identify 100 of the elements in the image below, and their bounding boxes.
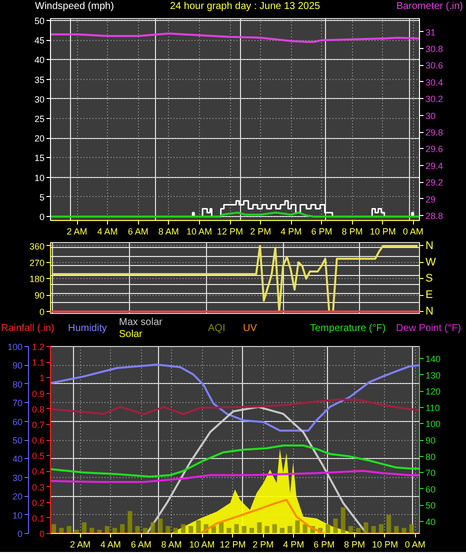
- y-tick-label: 50: [34, 16, 45, 26]
- y2-tick-label: 1.1: [32, 358, 45, 368]
- y-tick-label: 60: [12, 416, 23, 427]
- y2-tick-label: 31: [426, 27, 436, 38]
- text: AQI: [208, 323, 226, 335]
- x-tick-label: 8 PM: [344, 540, 366, 550]
- y2-tick-label: 30.2: [426, 94, 444, 104]
- y2-tick-label: 29.4: [426, 160, 444, 171]
- x-tick-label: 0 AM: [404, 540, 426, 550]
- x-tick-label: 8 PM: [342, 226, 363, 236]
- y-tick-label: 30: [12, 472, 23, 483]
- text: S: [426, 272, 433, 285]
- y-tick-label: 10: [34, 172, 45, 183]
- y-tick-label: 180: [29, 274, 45, 284]
- x-tick-label: 4 PM: [280, 226, 302, 236]
- text: Max solar: [119, 317, 162, 329]
- y2-tick-label: 29.2: [426, 178, 444, 188]
- text: W: [426, 256, 436, 268]
- y2-tick-label: 1.2: [32, 342, 45, 352]
- y-tick-label: 30: [34, 94, 45, 104]
- y3-tick-label: 90: [426, 436, 436, 446]
- y3-tick-label: 140: [426, 354, 441, 364]
- text: Solar: [119, 329, 142, 341]
- y2-tick-label: 0.5: [32, 451, 45, 462]
- y-axis-title: Windspeed (mph): [35, 1, 114, 13]
- x-tick-label: 10 PM: [370, 226, 396, 236]
- y2-tick-label: 1: [39, 373, 45, 384]
- text: UV: [243, 323, 257, 335]
- y-tick-label: 5: [39, 192, 45, 202]
- y-tick-label: 40: [34, 55, 45, 66]
- x-tick-label: 6 PM: [311, 226, 332, 236]
- x-tick-label: 2 PM: [252, 540, 274, 550]
- y-tick-label: 25: [34, 114, 45, 124]
- text: N: [426, 305, 434, 318]
- y-tick-label: 20: [34, 134, 45, 144]
- text: Humidity: [68, 323, 107, 335]
- y-tick-label: 0: [39, 306, 45, 317]
- x-tick-label: 0 AM: [402, 226, 424, 236]
- x-tick-label: 8 AM: [158, 226, 179, 236]
- y-tick-label: 45: [34, 36, 45, 46]
- y3-tick-label: 80: [426, 452, 436, 462]
- x-tick-label: 12 PM: [220, 540, 246, 550]
- y3-tick-label: 100: [426, 419, 441, 430]
- y-tick-label: 35: [34, 74, 45, 85]
- x-tick-label: 2 PM: [250, 226, 272, 236]
- y-tick-label: 360: [29, 241, 45, 252]
- y2-tick-label: 0.6: [32, 436, 45, 446]
- y3-tick-label: 60: [426, 484, 436, 494]
- x-tick-label: 12 PM: [217, 226, 244, 236]
- y3-tick-label: 120: [426, 386, 441, 397]
- y2-tick-label: 29: [426, 194, 436, 204]
- x-tick-label: 10 PM: [372, 540, 398, 550]
- y-tick-label: 90: [34, 290, 45, 301]
- y2-tick-label: 30.4: [426, 77, 444, 88]
- y2-tick-label: 29.6: [426, 144, 444, 154]
- x-tick-label: 8 AM: [161, 540, 182, 550]
- x-tick-label: 10 AM: [186, 226, 212, 236]
- chart-title: 24 hour graph day : June 13 2025: [170, 1, 320, 13]
- x-tick-label: 6 PM: [314, 540, 335, 550]
- x-tick-label: 6 AM: [130, 540, 152, 550]
- y-tick-label: 80: [12, 379, 23, 390]
- y2-tick-label: 0.9: [32, 388, 45, 399]
- y2-tick-label: 30.8: [426, 44, 444, 54]
- y3-tick-label: 110: [426, 402, 440, 413]
- y2-tick-label: 0.8: [32, 404, 45, 414]
- x-tick-label: 2 AM: [70, 540, 90, 550]
- x-tick-label: 6 AM: [128, 226, 148, 236]
- text: Dew Point (°F): [396, 323, 462, 335]
- y-tick-label: 15: [34, 153, 45, 164]
- y-tick-label: 50: [12, 436, 23, 446]
- text: Rainfall (.in): [1, 323, 54, 335]
- y3-tick-label: 130: [426, 370, 441, 380]
- y-tick-label: 40: [12, 454, 23, 464]
- x-tick-label: 4 AM: [100, 540, 121, 550]
- y2-tick-label: 29.8: [426, 128, 444, 138]
- y-tick-label: 90: [12, 360, 23, 371]
- y2-tick-label: 0.1: [32, 513, 45, 524]
- y3-tick-label: 40: [426, 516, 436, 527]
- y2-tick-label: 0.3: [32, 482, 45, 492]
- y3-tick-label: 70: [426, 468, 436, 478]
- x-tick-label: 4 PM: [283, 540, 304, 550]
- y2-tick-label: 0.4: [32, 466, 45, 477]
- y-tick-label: 0: [39, 212, 45, 222]
- x-tick-label: 10 AM: [189, 540, 215, 550]
- x-tick-label: 2 AM: [66, 226, 88, 236]
- x-tick-label: 4 AM: [97, 226, 118, 236]
- y3-tick-label: 50: [426, 500, 436, 511]
- y2-axis-title: Barometer (.in): [396, 1, 463, 13]
- y-tick-label: 70: [12, 398, 23, 408]
- text: N: [426, 240, 434, 252]
- y2-tick-label: 0.2: [32, 498, 45, 508]
- y2-tick-label: 28.8: [426, 210, 444, 221]
- text: E: [426, 289, 433, 302]
- y2-tick-label: 30: [426, 110, 436, 121]
- y-tick-label: 20: [12, 492, 23, 502]
- y-tick-label: 270: [29, 258, 45, 268]
- y-tick-label: 0: [17, 529, 23, 539]
- text: Temperature (°F): [310, 323, 386, 335]
- y-tick-label: 10: [12, 510, 23, 520]
- y-tick-label: 100: [7, 342, 23, 352]
